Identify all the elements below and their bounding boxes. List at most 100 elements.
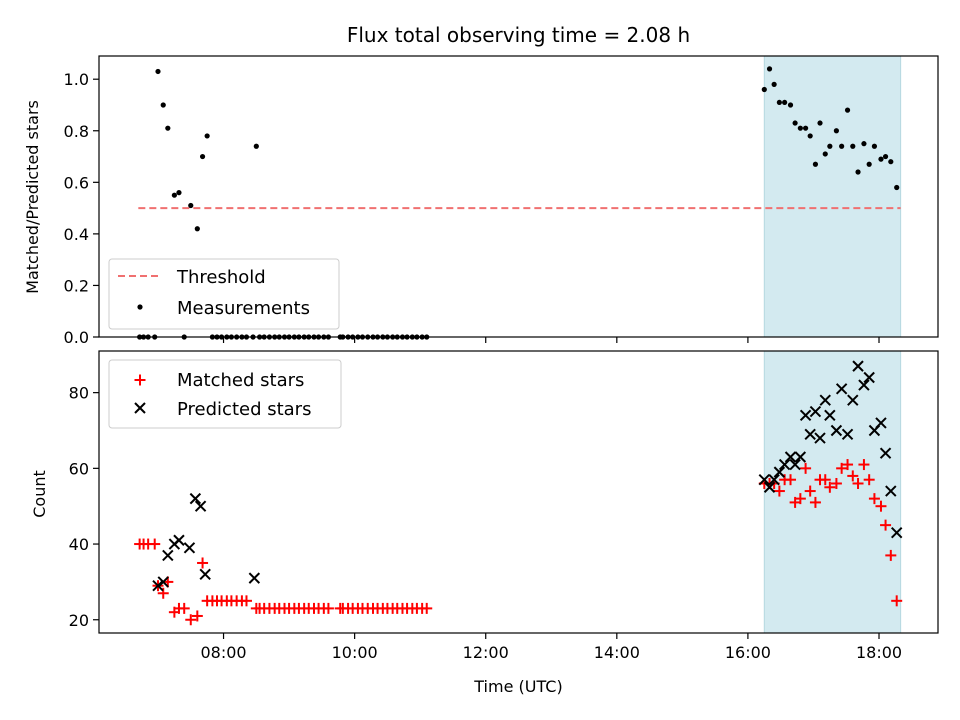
chart-title: Flux total observing time = 2.08 h [347, 23, 690, 47]
measurement-point [802, 125, 809, 131]
predicted-star-point [199, 568, 211, 581]
matched-star-point [852, 477, 864, 489]
measurement-point [171, 192, 177, 198]
measurement-point [822, 151, 828, 157]
matched-star-point [785, 474, 797, 486]
measurement-point [199, 153, 206, 160]
measurement-point [844, 107, 851, 113]
x-tick-label: 08:00 [200, 643, 246, 662]
measurement-point [812, 161, 819, 167]
matched-star-point [191, 610, 203, 622]
matched-star-point [240, 595, 252, 607]
matched-star-point [809, 496, 821, 508]
matched-star-point [847, 470, 859, 482]
bottom-plot-frame [98, 350, 939, 634]
measurement-point [771, 81, 777, 87]
matched-star-point [842, 459, 854, 471]
legend-matched-label: Matched stars [177, 370, 304, 391]
measurement-point [833, 128, 840, 134]
top-plot-frame [98, 55, 939, 338]
predicted-star-point [847, 394, 859, 406]
predicted-star-point [763, 481, 776, 493]
y-tick-label: 0.0 [64, 328, 89, 347]
predicted-star-point [173, 534, 185, 546]
measurement-point [176, 190, 182, 196]
matched-star-point [836, 462, 848, 474]
predicted-star-point [789, 458, 801, 471]
measurement-point [204, 133, 210, 139]
legend-measurements-swatch [137, 304, 143, 310]
matched-star-point [868, 493, 880, 505]
matched-star-point [885, 549, 897, 561]
matched-star-point [875, 500, 887, 512]
matched-star-point [322, 602, 334, 614]
matched-star-point [185, 614, 197, 626]
measurement-point [850, 143, 856, 149]
x-tick-label: 10:00 [332, 643, 378, 662]
measurement-point [776, 99, 782, 106]
measurement-point [797, 125, 803, 131]
predicted-star-point [183, 542, 196, 554]
y-tick-label: 80 [69, 384, 89, 403]
measurement-point [787, 102, 794, 108]
measurement-point [878, 156, 884, 162]
measurement-point [155, 68, 161, 75]
predicted-star-point [814, 432, 826, 444]
predicted-star-point [858, 379, 870, 391]
matched-star-point [819, 474, 831, 486]
legend-matched-swatch [134, 374, 146, 386]
matched-star-point [804, 485, 816, 497]
x-axis-label: Time (UTC) [473, 677, 562, 696]
predicted-star-point [799, 409, 812, 422]
predicted-star-point [804, 428, 816, 440]
predicted-star-point [768, 473, 780, 486]
top-legend: Threshold Measurements [108, 258, 340, 330]
matched-star-point [891, 595, 903, 607]
y-tick-label: 20 [69, 611, 89, 630]
measurement-point [165, 125, 171, 131]
measurement-point [827, 143, 833, 149]
predicted-star-point [890, 526, 903, 539]
legend-measurements-label: Measurements [177, 298, 310, 319]
measurement-point [253, 143, 259, 149]
predicted-star-point [809, 405, 822, 418]
measurement-point [792, 120, 798, 126]
matched-star-point [858, 459, 870, 471]
measurement-point [160, 102, 166, 108]
measurement-point [855, 169, 861, 175]
predicted-star-point [885, 485, 897, 497]
predicted-star-point [773, 466, 786, 478]
measurement-point [782, 99, 788, 106]
predicted-star-point [824, 409, 836, 422]
top-panel: 0.0 0.2 0.4 0.6 0.8 1.0 Matched/Predicted sta… [23, 55, 939, 347]
measurement-point [888, 159, 894, 165]
measurement-point [766, 66, 773, 72]
x-tick-label: 12:00 [463, 643, 509, 662]
measurement-point [871, 143, 878, 149]
measurement-point [882, 153, 889, 160]
y-tick-label: 0.4 [64, 225, 89, 244]
predicted-star-point [778, 458, 791, 471]
predicted-star-point [162, 549, 174, 562]
x-tick-label: 18:00 [856, 643, 902, 662]
legend-predicted-swatch [134, 402, 146, 414]
top-y-axis-label: Matched/Predicted stars [23, 100, 42, 294]
matched-star-point [773, 485, 785, 497]
predicted-star-point [863, 371, 875, 384]
bottom-y-axis-label: Count [30, 470, 49, 518]
predicted-star-point [852, 360, 864, 372]
measurement-point [861, 141, 867, 147]
predicted-star-point [152, 579, 164, 592]
legend-threshold-label: Threshold [176, 267, 266, 288]
matched-star-point [178, 602, 190, 614]
matched-star-point [794, 493, 806, 505]
predicted-star-point [819, 394, 831, 406]
predicted-star-point [189, 492, 202, 505]
y-tick-label: 60 [69, 459, 89, 478]
measurement-point [866, 161, 872, 167]
measurement-point [894, 184, 900, 191]
predicted-star-point [879, 447, 892, 459]
matched-star-point [800, 462, 812, 474]
